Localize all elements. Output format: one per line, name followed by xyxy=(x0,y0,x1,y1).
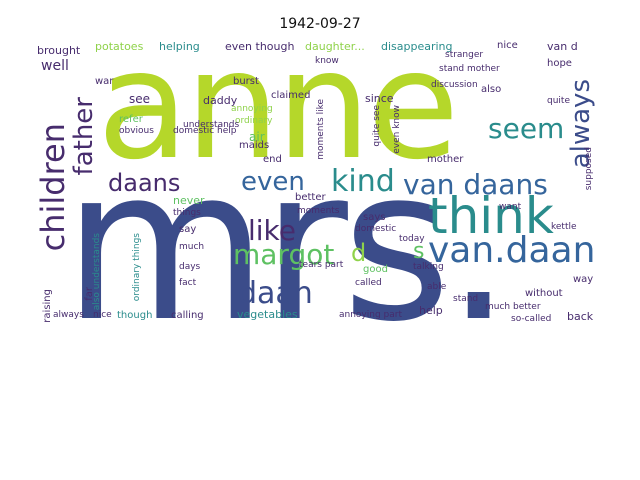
word-van-d: van d xyxy=(547,40,578,53)
word-daans: daans xyxy=(108,169,181,197)
word-things: things xyxy=(173,208,201,218)
word-so-called: so-called xyxy=(511,314,552,324)
word-discussion: discussion xyxy=(431,80,478,90)
word-know: know xyxy=(315,56,339,66)
word-always2: always xyxy=(53,310,84,320)
word-burst: burst xyxy=(233,76,259,87)
word-daughter: daughter... xyxy=(305,40,365,53)
word-ordinary-things: ordinary things xyxy=(132,233,142,302)
word-moments: moments xyxy=(297,206,340,216)
word-stand-mother: stand mother xyxy=(439,64,500,74)
word-refer: refer xyxy=(119,114,143,125)
word-even-though: even though xyxy=(225,40,295,53)
word-stand: stand xyxy=(453,294,479,304)
word-talking: talking xyxy=(413,262,444,272)
word-raising: raising xyxy=(42,289,53,323)
word-mrs: mrs. xyxy=(63,123,512,325)
word-seem: seem xyxy=(488,112,565,145)
word-kind: kind xyxy=(331,164,395,199)
word-end: end xyxy=(263,154,282,165)
word-though: though xyxy=(117,310,153,321)
word-also-understands: also understands xyxy=(92,233,102,311)
word-even: even xyxy=(241,167,305,197)
word-daddy: daddy xyxy=(203,94,238,107)
word-back: back xyxy=(567,310,594,323)
word-much-better: much better xyxy=(485,302,541,312)
word-days: days xyxy=(179,262,201,272)
word-say: say xyxy=(179,224,197,235)
word-cloud: anne mrs. think van.daan van daans child… xyxy=(33,37,607,324)
word-nice2: nice xyxy=(497,40,518,51)
word-stranger: stranger xyxy=(445,50,484,60)
word-since: since xyxy=(365,92,394,105)
word-brought: brought xyxy=(37,44,81,57)
word-moments-like: moments like xyxy=(316,99,326,160)
word-daan: daan xyxy=(238,276,313,311)
word-war: war xyxy=(95,76,114,87)
word-hope: hope xyxy=(547,58,572,69)
word-well: well xyxy=(41,58,69,74)
word-annoying: annoying xyxy=(231,104,273,114)
word-kettle: kettle xyxy=(551,222,577,232)
word-potatoes: potatoes xyxy=(95,40,144,53)
word-even-know: even know xyxy=(392,105,402,154)
word-like: like xyxy=(248,214,297,247)
word-obvious: obvious xyxy=(119,126,154,136)
word-domestic-help: domestic help xyxy=(173,126,237,136)
word-nice: nice xyxy=(93,310,112,320)
word-quite: quite xyxy=(547,96,570,106)
word-able: able xyxy=(427,282,447,292)
word-air: air xyxy=(249,130,265,144)
word-van-daan: van.daan xyxy=(428,230,596,271)
word-also: also xyxy=(481,84,502,95)
word-way: way xyxy=(573,274,594,285)
word-think: think xyxy=(428,187,554,245)
word-much: much xyxy=(179,242,205,252)
word-van-daans: van daans xyxy=(403,168,548,201)
word-children: children xyxy=(34,123,72,252)
word-mother: mother xyxy=(427,154,464,165)
word-called: called xyxy=(355,278,382,288)
word-better: better xyxy=(295,192,326,203)
word-maids: maids xyxy=(239,140,270,151)
word-claimed: claimed xyxy=(271,90,311,101)
word-never: never xyxy=(173,194,205,207)
word-good: good xyxy=(363,264,388,275)
word-today: today xyxy=(399,234,425,244)
word-supposed: supposed xyxy=(584,147,594,191)
word-ordinary: ordinary xyxy=(235,116,273,126)
word-s: s xyxy=(413,239,425,264)
word-father: father xyxy=(69,97,99,176)
word-without: without xyxy=(525,288,563,299)
word-quite-see: quite see xyxy=(372,105,382,147)
word-annoying-part: annoying part xyxy=(339,310,402,320)
word-margot: margot xyxy=(233,238,335,271)
word-help: help xyxy=(419,304,443,317)
word-says: says xyxy=(363,212,386,223)
word-tears-part: tears part xyxy=(299,260,344,270)
word-d: d xyxy=(351,239,367,267)
word-fact: fact xyxy=(179,278,197,288)
word-helping: helping xyxy=(159,40,200,53)
word-vegetables: vegetables xyxy=(237,308,298,321)
word-want: want xyxy=(499,202,522,212)
word-anne: anne xyxy=(97,37,459,193)
word-calling: calling xyxy=(171,310,204,321)
word-understands: understands xyxy=(183,120,240,130)
chart-title: 1942-09-27 xyxy=(279,16,361,32)
word-see: see xyxy=(129,92,151,106)
word-domestic: domestic xyxy=(355,224,397,234)
word-disappearing: disappearing xyxy=(381,40,453,53)
